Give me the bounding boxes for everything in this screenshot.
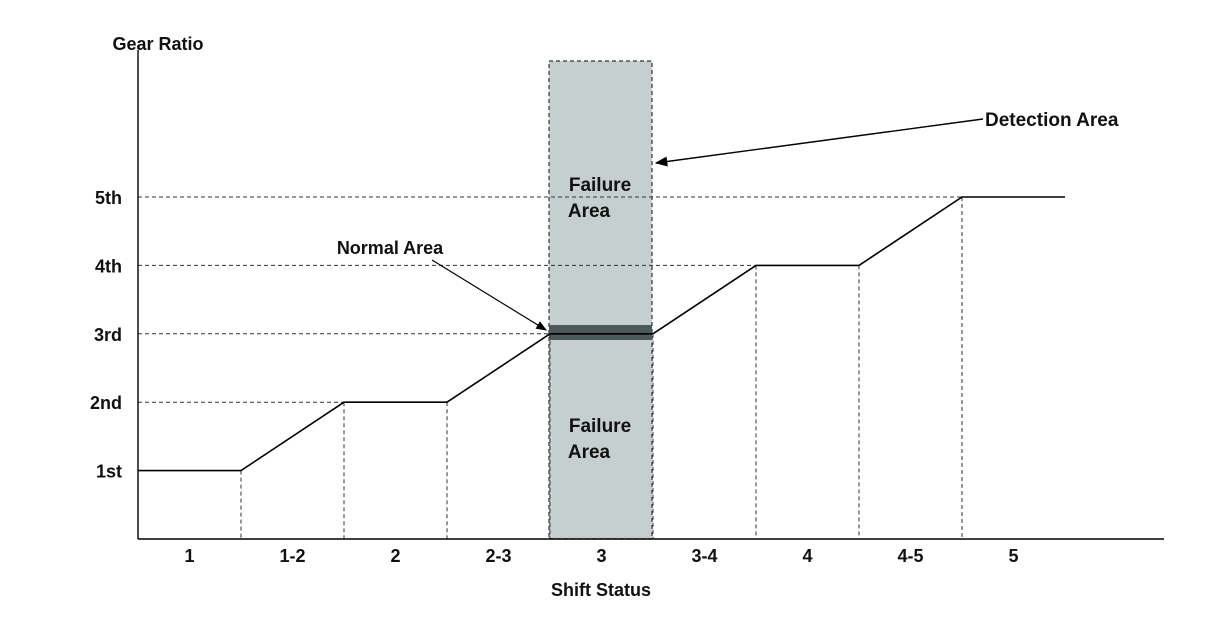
normal-area-arrow [431, 259, 547, 331]
x-tick-label-2-3: 2-3 [485, 546, 511, 566]
y-tick-labels: 1st 2nd 3rd 4th 5th [90, 188, 122, 482]
failure-area-bottom-line2: Area [568, 442, 611, 463]
x-tick-label-3: 3 [596, 546, 606, 566]
gear-ratio-line [138, 196, 1065, 472]
normal-area-label: Normal Area [337, 238, 444, 258]
y-tick-label-2nd: 2nd [90, 393, 122, 413]
x-tick-label-1: 1 [184, 546, 194, 566]
y-tick-label-4th: 4th [95, 256, 122, 276]
detection-area-arrow [654, 118, 984, 167]
x-tick-label-2: 2 [390, 546, 400, 566]
x-tick-labels: 1 1-2 2 2-3 3 3-4 4 4-5 5 [184, 546, 1018, 566]
y-tick-label-3rd: 3rd [94, 325, 122, 345]
failure-area-top-line1: Failure [569, 175, 631, 196]
guide-lines [138, 196, 963, 539]
y-tick-label-1st: 1st [96, 462, 122, 482]
x-tick-label-5: 5 [1008, 546, 1018, 566]
detection-area-label: Detection Area [985, 110, 1119, 131]
x-tick-label-1-2: 1-2 [279, 546, 305, 566]
failure-area-top-line2: Area [568, 201, 611, 222]
x-tick-label-3-4: 3-4 [691, 546, 717, 566]
x-tick-label-4-5: 4-5 [897, 546, 923, 566]
y-tick-label-5th: 5th [95, 188, 122, 208]
detection-area-box [548, 60, 653, 540]
normal-area-band [549, 325, 652, 340]
x-axis-title: Shift Status [551, 580, 651, 600]
x-tick-label-4: 4 [802, 546, 812, 566]
y-axis-title: Gear Ratio [112, 34, 203, 54]
failure-area-bottom-line1: Failure [569, 416, 631, 437]
